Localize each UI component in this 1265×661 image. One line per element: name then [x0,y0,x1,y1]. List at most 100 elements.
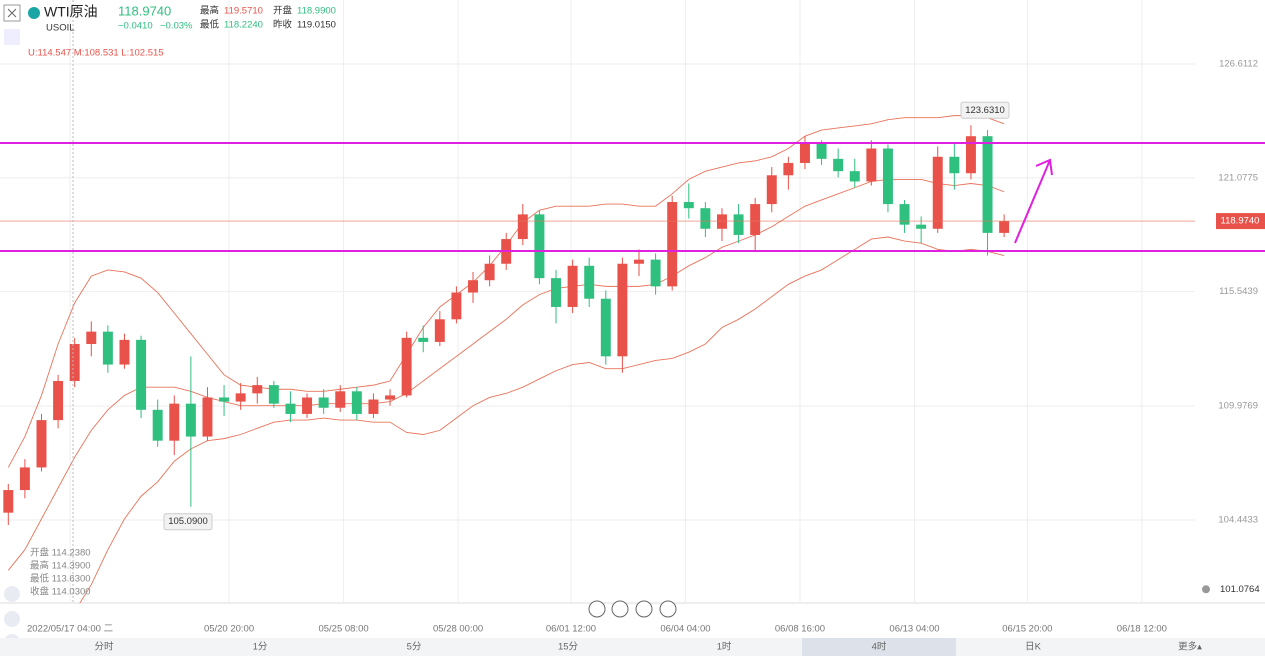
tab[interactable]: 15分 [558,642,579,653]
candle-body [351,391,362,414]
change-pct: −0.03% [160,21,193,32]
candle-body [368,399,379,414]
tab[interactable]: 分时 [94,641,114,653]
code: USOIL [46,23,75,34]
candle-body [700,208,711,229]
candle-body [385,395,396,400]
candle-body [418,337,429,342]
alert-icon [1202,585,1210,594]
tab-selected [802,638,956,656]
value: 119.5710 [224,6,263,17]
candle-body [683,202,694,209]
candle-body [335,391,346,408]
price: 118.9740 [118,3,171,18]
tab[interactable]: 1时 [717,641,732,653]
candle-body [766,175,777,205]
y-tick-label: 121.0775 [1218,172,1258,183]
candle-body [3,490,14,513]
candle-body [318,397,329,408]
tab[interactable]: 4时 [872,641,887,653]
candle-body [799,142,810,163]
tab-bar [0,638,1265,656]
tab[interactable]: 更多▴ [1178,641,1202,653]
indicator-button[interactable] [4,586,20,602]
candle-body [235,393,246,402]
last-price-label: 118.9740 [1221,216,1260,227]
candle-body [53,381,64,421]
annotation-label: 105.0900 [168,516,208,527]
tab[interactable]: 日K [1025,642,1042,653]
x-tick-label: 06/08 16:00 [775,624,825,635]
candle-body [534,214,545,279]
candle-body [750,204,761,235]
grid: 126.6112 121.0775 115.5439 109.9769 104.4433… [0,0,1265,635]
candle-body [634,259,644,264]
candle-body [866,148,877,182]
last-price-box [1216,213,1265,230]
label: 开盘 [273,5,293,17]
y-tick-label: 115.5439 [1219,286,1258,297]
symbol[interactable]: WTI原油 [44,4,98,20]
candle-body [119,339,130,365]
candle-body [667,202,678,287]
x-tick-label: 06/04 04:00 [660,624,710,635]
annotation-label: 123.6310 [965,105,1005,116]
candle-body [401,337,412,396]
zoom-controls [588,600,677,618]
candle-body [86,331,97,344]
annotation-box [960,101,1010,119]
candle-body [152,409,163,441]
candle-body [600,298,611,357]
y-tick-label: 104.4433 [1218,515,1258,526]
candle-body [584,265,595,299]
x-tick-label: 05/25 08:00 [318,624,368,635]
candle-body [999,221,1010,233]
info: 最低 113.6300 [30,573,91,585]
candle-body [468,280,478,293]
zoom-out[interactable] [588,600,606,618]
candle-body [202,397,213,437]
candle-body [882,148,893,205]
candle-body [36,420,47,468]
candle-body [451,292,462,320]
candle-body [816,142,827,159]
candle-body [617,263,628,357]
tab[interactable]: 5分 [407,642,422,653]
drawn-arrow [1014,158,1053,244]
candle-body [783,162,794,176]
x-tick-label: 05/28 00:00 [433,624,483,635]
ohlc-info: 开盘 114.2380 最高 114.3900 最低 113.6300 收盘 1… [30,547,91,598]
x-tick-label: 06/18 12:00 [1117,624,1167,635]
candle-body [916,224,927,229]
y-tick-label: 109.9769 [1218,401,1258,412]
candle-body [982,136,993,233]
x-tick-label: 06/15 20:00 [1002,624,1052,635]
candle-body [19,467,30,491]
candle-body [102,331,113,365]
candle-body [849,171,860,182]
next[interactable] [635,600,653,618]
candle-body [567,265,578,307]
candle-body [650,259,661,287]
boll-values: U:114.547 M:108.531 L:102.515 [28,48,164,59]
candle-body [932,156,943,229]
candle-body [965,136,976,174]
tab[interactable]: 1分 [253,642,268,653]
tool-button[interactable] [4,29,20,45]
info: 开盘 114.2380 [30,547,91,559]
candle-body [185,403,196,437]
annotation-box [163,513,213,531]
draw-button[interactable] [4,611,20,627]
label: 最低 [200,19,220,31]
x-tick-label: 2022/05/17 04:00 二 [27,624,113,635]
info: 最高 114.3900 [30,560,91,572]
prev[interactable] [611,600,629,618]
value: 118.2240 [224,20,263,31]
change: −0.0410 [118,21,153,32]
candle-body [551,278,561,307]
band-line [7,178,1005,571]
candle-body [285,403,296,414]
zoom-in[interactable] [659,600,677,618]
candle-body [833,158,844,172]
candle-body [302,397,313,414]
